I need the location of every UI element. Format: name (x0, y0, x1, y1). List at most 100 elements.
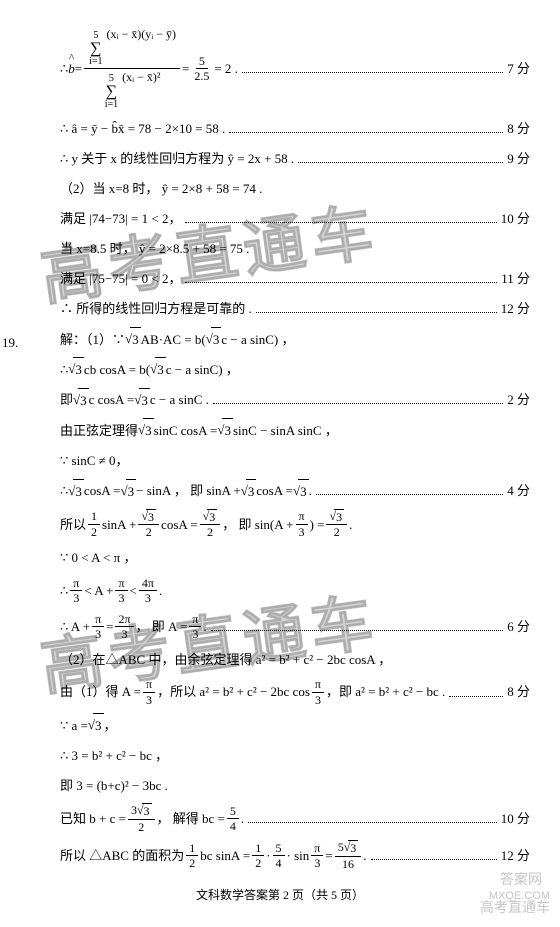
fraction: 5316 (335, 840, 362, 871)
q18-line3: ∴ y 关于 x 的线性回归方程为 ŷ = 2x + 58 . 9 分 (30, 147, 530, 171)
fraction: 32 (200, 509, 221, 540)
text: 满足 |75−75| = 0 < 2， (60, 267, 181, 290)
q19-line17: 所以 △ABC 的面积为 12 bc sinA = 12 · 54 · sin … (30, 840, 530, 871)
sqrt-icon: 3 (121, 479, 137, 503)
text: = 2 . (214, 57, 238, 80)
dot-leader (316, 486, 503, 495)
text: ∵ a = (60, 714, 88, 737)
q18-line7: 满足 |75−75| = 0 < 2， 11 分 (30, 267, 530, 291)
q19-line14: ∴ 3 = b² + c² − bc ， (30, 743, 530, 767)
fraction: 2π3 (115, 612, 133, 642)
sqrt-icon: 3 (88, 713, 104, 737)
q18-line8: ∴ 所得的线性回归方程是可靠的 . 12 分 (30, 297, 530, 321)
text: < A + (84, 579, 113, 602)
fraction: 332 (128, 803, 155, 834)
text: ∵ 0 < A < π ， (60, 546, 136, 569)
big-fraction: 5∑i=1 (xᵢ − x̄)(yᵢ − ȳ) 5∑i=1 (xᵢ − x̄)² (84, 26, 180, 111)
text: cosA = (84, 479, 121, 502)
text: . (241, 807, 244, 830)
q19-line10: ∴ A + π3 = 2π3 ， 即 A = π3 . 6 分 (30, 612, 530, 642)
text: ∴ (60, 358, 68, 381)
fraction: π3 (70, 576, 82, 606)
q19-line15: 即 3 = (b+c)² − 3bc . (30, 773, 530, 797)
q19-line16: 已知 b + c = 332 ， 解得 bc = 54 . 10 分 (30, 803, 530, 834)
score: 10 分 (501, 207, 530, 230)
text: · sin (287, 844, 310, 867)
text: （2）当 x=8 时， ŷ = 2×8 + 58 = 74 . (60, 177, 262, 200)
text: cosA = (256, 479, 293, 502)
sqrt-icon: 3 (206, 327, 222, 351)
text: 所以 (60, 513, 86, 536)
text: 由（1）得 A = (60, 680, 141, 703)
text: < (130, 579, 137, 602)
text: ∴ (60, 57, 68, 80)
score: 12 分 (501, 297, 530, 320)
q19-line11: （2）在△ABC 中，由余弦定理得 a² = b² + c² − 2bc cos… (30, 647, 530, 671)
text: ， 即 A = (136, 615, 188, 638)
text: = (325, 844, 332, 867)
score: 8 分 (507, 117, 530, 140)
fraction: 12 (186, 841, 198, 871)
score: 6 分 (507, 615, 530, 638)
text: ∴ A + (60, 615, 90, 638)
fraction: 12 (252, 841, 264, 871)
score: 12 分 (501, 844, 530, 867)
eq: = (182, 57, 189, 80)
q19-line13: ∵ a = 3 ， (30, 713, 530, 737)
q19-line3: 即 3 c cosA = 3 c − a sinC . 2 分 (30, 388, 530, 412)
text: c − a sinC) ， (221, 328, 294, 351)
text: . (349, 513, 352, 536)
text: 解：（1）∵ (60, 328, 125, 351)
q18-line6: 当 x=8.5 时， ŷ = 2×8.5 + 58 = 75 . (30, 237, 530, 261)
fraction: π3 (189, 612, 201, 642)
score: 11 分 (501, 267, 530, 290)
q18-line1: ∴ b = 5∑i=1 (xᵢ − x̄)(yᵢ − ȳ) 5∑i=1 (xᵢ … (30, 26, 530, 111)
text: cosA = (161, 513, 198, 536)
text: 满足 |74−73| = 1 < 2， (60, 207, 181, 230)
text: ∵ sinC ≠ 0， (60, 449, 129, 472)
fraction: π3 (296, 509, 308, 539)
sqrt-icon: 3 (68, 357, 84, 381)
dot-leader (449, 688, 503, 697)
sqrt-icon: 3 (138, 418, 154, 442)
text: （2）在△ABC 中，由余弦定理得 a² = b² + c² − 2bc cos… (60, 648, 391, 671)
text: 即 (60, 388, 73, 411)
sqrt-icon: 3 (68, 479, 84, 503)
sqrt-icon: 3 (134, 388, 150, 412)
dot-leader (185, 275, 497, 284)
fraction: π3 (312, 677, 324, 707)
page-footer: 文科数学答案第 2 页（共 5 页） (30, 885, 530, 907)
eq: = (75, 57, 82, 80)
b-hat: b (68, 57, 75, 80)
text: . (159, 579, 162, 602)
text: c − a sinC . (150, 388, 209, 411)
text: bc sinA = (200, 844, 250, 867)
score: 7 分 (507, 57, 530, 80)
text: 已知 b + c = (60, 807, 126, 830)
q19-line9: ∴ π3 < A + π3 < 4π3 . (30, 576, 530, 606)
sqrt-icon: 3 (217, 418, 233, 442)
fraction: 32 (326, 509, 347, 540)
dot-leader (213, 396, 503, 405)
text: c − a sinC) ， (166, 358, 239, 381)
score: 4 分 (507, 479, 530, 502)
text: cb cosA = b( (84, 358, 150, 381)
dot-leader (371, 851, 497, 860)
dot-leader (242, 64, 503, 73)
text: sinC cosA = (154, 419, 218, 442)
text: ∴ (60, 579, 68, 602)
q19-line12: 由（1）得 A = π3 ，所以 a² = b² + c² − 2bc cos … (30, 677, 530, 707)
text: ∴ 3 = b² + c² − bc ， (60, 744, 168, 767)
fraction: 5 2.5 (191, 54, 212, 84)
score: 8 分 (507, 680, 530, 703)
text: ∴ 所得的线性回归方程是可靠的 . (60, 297, 252, 320)
text: . (203, 615, 206, 638)
question-number: 19. (2, 331, 18, 354)
text: ∴ y 关于 x 的线性回归方程为 ŷ = 2x + 58 . (60, 147, 294, 170)
sqrt-icon: 3 (150, 357, 166, 381)
text: ， (104, 714, 117, 737)
score: 2 分 (507, 388, 530, 411)
text: ) = (310, 513, 325, 536)
sqrt-icon: 3 (73, 388, 89, 412)
sqrt-icon: 3 (241, 479, 257, 503)
